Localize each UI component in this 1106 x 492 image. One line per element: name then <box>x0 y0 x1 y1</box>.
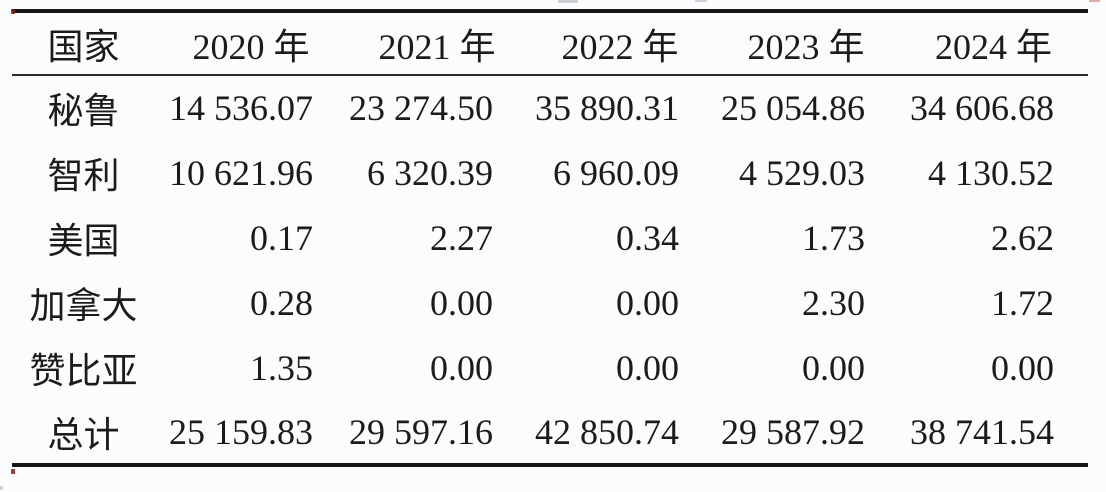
header-country: 国家 <box>12 11 155 76</box>
value-cell: 35 890.31 <box>535 88 679 128</box>
value-cell: 0.00 <box>802 347 865 388</box>
country-cell: 秘鲁 <box>47 91 120 131</box>
value-cell: 6 320.39 <box>367 152 493 193</box>
crop-artifact <box>695 0 707 2</box>
value-cell: 0.00 <box>616 347 679 388</box>
table-row: 秘鲁 14 536.07 23 274.50 35 890.31 25 054.86 34… <box>12 75 1088 140</box>
table-row: 总计 25 159.83 29 597.16 42 850.74 29 587.92 38… <box>12 400 1088 465</box>
header-year-2020: 2020 年 <box>155 11 347 76</box>
red-rule-endcap-top-left <box>11 9 15 14</box>
country-cell: 智利 <box>47 155 120 196</box>
red-crop-mark-top-right <box>1089 0 1100 2</box>
value-cell: 38 741.54 <box>910 411 1054 452</box>
value-cell: 0.00 <box>430 347 493 388</box>
value-cell: 0.00 <box>616 282 679 323</box>
red-rule-endcap-bottom-left <box>11 469 15 474</box>
table-body: 秘鲁 14 536.07 23 274.50 35 890.31 25 054.86 34… <box>12 75 1088 465</box>
value-cell: 0.34 <box>616 217 679 258</box>
value-cell: 6 960.09 <box>553 152 679 193</box>
country-cell: 总计 <box>47 414 120 455</box>
value-cell: 2.27 <box>430 217 493 258</box>
value-cell: 29 597.16 <box>349 411 493 452</box>
value-cell: 1.35 <box>250 347 313 388</box>
value-cell: 10 621.96 <box>169 152 313 193</box>
value-cell: 42 850.74 <box>535 411 679 452</box>
header-row: 国家 2020 年 2021 年 2022 年 2023 年 2024 年 <box>12 11 1088 76</box>
table-row: 赞比亚 1.35 0.00 0.00 0.00 0.00 <box>12 335 1088 400</box>
value-cell: 0.00 <box>430 282 493 323</box>
value-cell: 23 274.50 <box>349 88 493 128</box>
value-cell: 4 529.03 <box>739 152 865 193</box>
value-cell: 25 054.86 <box>721 88 865 128</box>
crop-artifact <box>558 0 578 3</box>
value-cell: 0.17 <box>250 217 313 258</box>
country-year-table: 国家 2020 年 2021 年 2022 年 2023 年 2024 年 秘鲁… <box>12 9 1088 467</box>
country-cell: 加拿大 <box>29 285 138 326</box>
table-row: 美国 0.17 2.27 0.34 1.73 2.62 <box>12 205 1088 270</box>
value-cell: 0.28 <box>250 282 313 323</box>
crop-artifact <box>0 486 3 490</box>
table-row: 加拿大 0.28 0.00 0.00 2.30 1.72 <box>12 270 1088 335</box>
value-cell: 4 130.52 <box>928 152 1054 193</box>
header-year-2022: 2022 年 <box>527 11 713 76</box>
table-header: 国家 2020 年 2021 年 2022 年 2023 年 2024 年 <box>12 11 1088 76</box>
value-cell: 25 159.83 <box>169 411 313 452</box>
header-year-2021: 2021 年 <box>347 11 527 76</box>
header-year-2023: 2023 年 <box>713 11 899 76</box>
header-year-2024: 2024 年 <box>899 11 1088 76</box>
value-cell: 1.72 <box>991 282 1054 323</box>
value-cell: 29 587.92 <box>721 411 865 452</box>
value-cell: 34 606.68 <box>910 88 1054 128</box>
value-cell: 0.00 <box>991 347 1054 388</box>
value-cell: 2.62 <box>991 217 1054 258</box>
value-cell: 2.30 <box>802 282 865 323</box>
table-row: 智利 10 621.96 6 320.39 6 960.09 4 529.03 4 130… <box>12 140 1088 205</box>
value-cell: 1.73 <box>802 217 865 258</box>
value-cell: 14 536.07 <box>169 88 313 128</box>
country-cell: 美国 <box>47 220 120 261</box>
country-cell: 赞比亚 <box>29 350 138 391</box>
